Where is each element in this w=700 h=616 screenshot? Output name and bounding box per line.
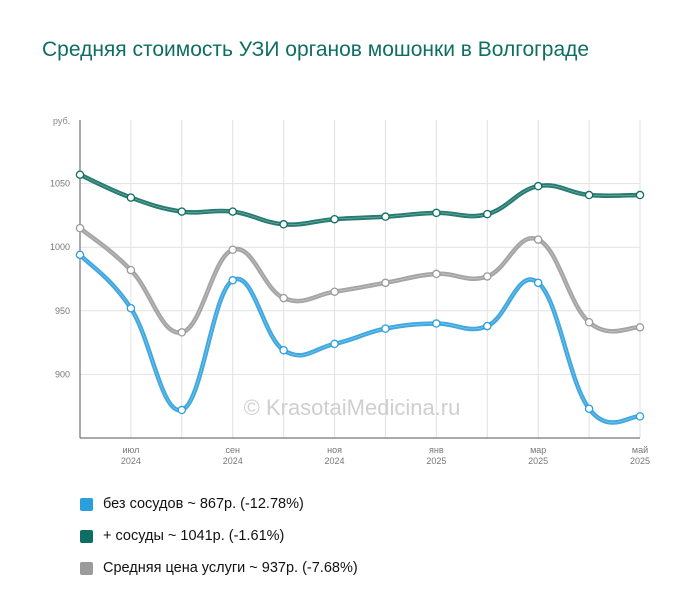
legend: без сосудов ~ 867р. (-12.78%) + сосуды ~… [80,488,358,584]
legend-label: без сосудов ~ 867р. (-12.78%) [103,496,304,512]
data-point[interactable] [279,220,288,229]
data-point[interactable] [228,276,237,285]
series-lines [77,172,643,425]
data-point[interactable] [75,223,85,233]
legend-swatch [80,561,93,575]
data-point[interactable] [228,245,237,254]
data-point[interactable] [330,287,339,296]
data-point[interactable] [483,209,492,219]
x-tick-label-year: 2025 [630,456,650,466]
x-tick-label-year: 2025 [528,456,548,466]
series-line [77,172,643,227]
legend-item-srednyaya-cena[interactable]: Средняя цена услуги ~ 937р. (-7.68%) [80,552,358,584]
y-tick-label: 900 [55,369,70,379]
y-tick-label: 1000 [50,242,70,252]
data-point[interactable] [177,207,187,216]
data-point[interactable] [228,207,237,216]
x-tick-label-month: июл [122,445,139,455]
y-tick-label: 1050 [50,179,70,189]
data-point[interactable] [126,265,136,275]
x-tick-label-month: мар [530,445,546,455]
data-point[interactable] [177,405,187,415]
data-point[interactable] [533,235,543,244]
x-tick-label-month: май [632,445,648,455]
x-tick-label-month: янв [429,445,444,455]
data-point[interactable] [483,272,492,281]
legend-swatch [80,497,93,511]
y-tick-labels: 900 950 1000 1050 [50,179,70,380]
legend-item-sosudy[interactable]: + сосуды ~ 1041р. (-1.61%) [80,520,358,552]
x-tick-label-month: ноя [327,445,342,455]
x-tick-label-month: сен [225,445,240,455]
data-point[interactable] [584,404,594,413]
series-line-highlight [79,227,641,333]
x-tick-label-year: 2025 [426,456,446,466]
data-point[interactable] [533,181,543,191]
data-point[interactable] [177,328,187,337]
data-point[interactable] [381,212,390,221]
x-tick-label-year: 2024 [223,456,243,466]
legend-label: Средняя цена услуги ~ 937р. (-7.68%) [103,560,358,576]
legend-item-bez-sosudov[interactable]: без сосудов ~ 867р. (-12.78%) [80,488,358,520]
data-point[interactable] [432,269,441,279]
data-point[interactable] [330,214,339,224]
y-axis-unit-label: руб. [53,116,70,126]
legend-swatch [80,529,93,543]
data-point[interactable] [126,193,136,202]
x-tick-labels: июл2024сен2024ноя2024янв2025мар2025май20… [121,445,650,466]
data-point[interactable] [279,293,288,303]
data-point[interactable] [432,208,441,218]
data-point[interactable] [483,321,492,331]
data-point[interactable] [279,345,288,355]
data-point[interactable] [635,323,645,332]
chart-title: Средняя стоимость УЗИ органов мошонки в … [42,38,590,61]
x-tick-label-year: 2024 [121,456,141,466]
x-tick-label-year: 2024 [325,456,345,466]
data-point[interactable] [126,304,136,313]
watermark: © KrasotaiMedicina.ru [244,395,461,420]
data-point[interactable] [533,278,543,288]
series-line-highlight [79,254,641,423]
data-point[interactable] [432,319,441,328]
data-point[interactable] [75,250,85,260]
series-line-highlight [79,174,641,225]
data-point[interactable] [381,324,390,333]
y-tick-label: 950 [55,306,70,316]
data-point[interactable] [584,190,594,200]
data-point[interactable] [75,170,85,179]
data-point[interactable] [381,278,390,288]
legend-label: + сосуды ~ 1041р. (-1.61%) [103,528,285,544]
data-point[interactable] [635,412,645,421]
data-point[interactable] [635,190,645,200]
data-point[interactable] [330,339,339,349]
data-points [75,170,645,421]
data-point[interactable] [584,317,594,327]
